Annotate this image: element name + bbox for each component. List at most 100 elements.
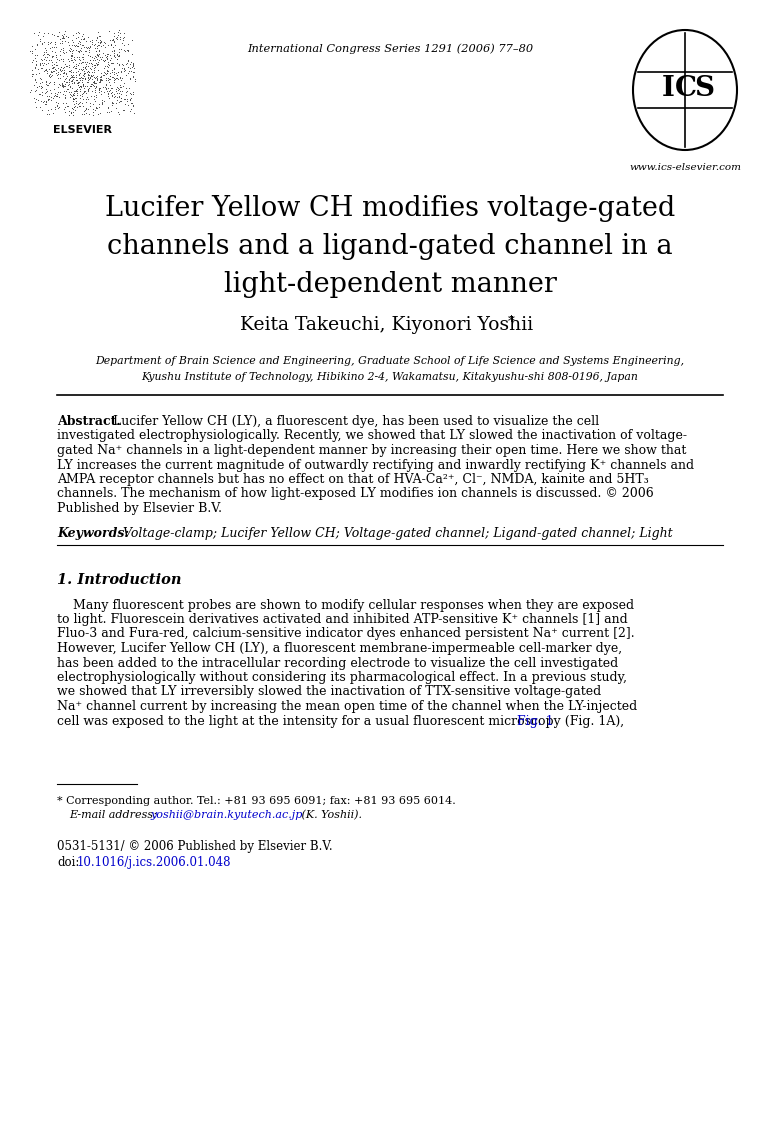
Point [78,29,90,48]
Point [58,44,70,62]
Point [51,56,63,74]
Point [73,41,86,59]
Point [125,94,137,112]
Point [119,78,132,96]
Point [104,51,116,69]
Point [122,51,134,69]
Point [40,73,52,91]
Point [78,65,90,83]
Point [69,92,82,110]
Point [100,69,112,87]
Point [80,100,92,118]
Point [68,95,80,113]
Point [73,77,86,95]
Point [69,82,81,100]
Point [76,35,89,53]
Point [96,91,108,109]
Point [77,58,90,76]
Point [92,73,105,91]
Point [62,56,75,74]
Point [70,41,83,59]
Point [36,73,48,91]
Point [48,73,60,91]
Point [113,93,126,111]
Text: gated Na⁺ channels in a light-dependent manner by increasing their open time. He: gated Na⁺ channels in a light-dependent … [57,445,686,457]
Point [80,99,93,117]
Point [57,77,69,95]
Point [70,36,83,54]
Point [27,61,39,79]
Point [110,100,122,118]
Point [73,86,86,104]
Point [102,58,115,76]
Point [49,49,62,67]
Point [56,28,69,46]
Point [41,64,54,82]
Point [94,70,107,88]
Point [113,56,126,74]
Point [58,102,71,120]
Point [89,57,101,75]
Point [71,84,83,102]
Point [94,79,106,98]
Point [65,103,77,121]
Point [89,75,101,93]
Point [81,73,94,91]
Point [45,53,58,71]
Point [111,84,123,102]
Point [83,104,95,122]
Point [69,54,82,73]
Text: *: * [508,315,515,329]
Point [87,49,100,67]
Point [86,69,98,87]
Point [83,64,95,82]
Point [44,100,57,118]
Point [32,91,44,109]
Point [89,39,101,57]
Point [55,75,68,93]
Point [83,43,95,61]
Point [111,28,123,46]
Point [101,82,113,100]
Point [53,51,66,69]
Point [67,98,80,116]
Point [57,27,69,45]
Point [94,68,106,86]
Point [108,33,121,51]
Point [101,36,114,54]
Point [45,66,58,84]
Point [26,42,38,60]
Point [41,91,54,109]
Point [95,50,108,68]
Point [28,24,41,42]
Point [119,54,132,73]
Text: yoshii@brain.kyutech.ac.jp: yoshii@brain.kyutech.ac.jp [150,810,303,820]
Point [47,58,59,76]
Point [115,85,127,103]
Point [108,32,121,50]
Point [62,81,74,99]
Point [62,96,74,115]
Point [27,44,39,62]
Point [108,41,120,59]
Point [34,57,46,75]
Point [58,65,70,83]
Point [114,28,126,46]
Point [102,61,115,79]
Point [77,77,90,95]
Point [106,42,119,60]
Point [37,50,50,68]
Point [78,102,90,120]
Point [101,49,113,67]
Point [77,64,90,82]
Point [94,103,107,121]
Text: E-mail address:: E-mail address: [69,810,161,820]
Point [118,59,130,77]
Point [80,39,93,57]
Point [71,70,83,88]
Point [68,57,80,75]
Point [83,37,96,56]
Point [69,81,82,99]
Point [121,90,133,108]
Point [80,60,92,78]
